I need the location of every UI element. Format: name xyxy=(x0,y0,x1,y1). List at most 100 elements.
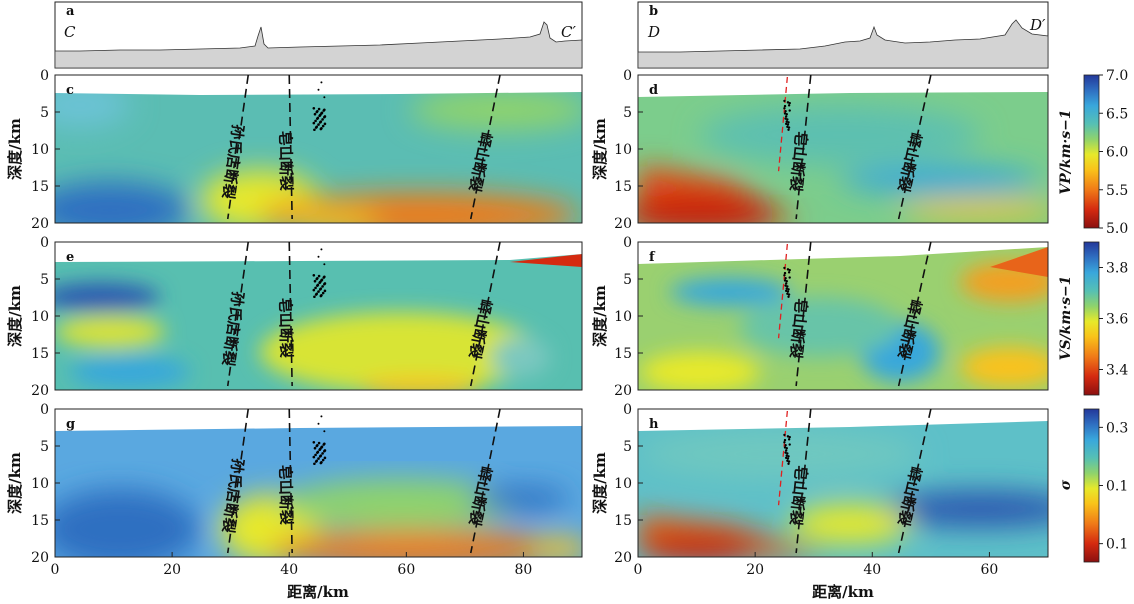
y-tick-label: 5 xyxy=(40,272,49,288)
earthquake-point xyxy=(320,126,323,130)
earthquake-point xyxy=(320,460,323,464)
earthquake-point xyxy=(315,292,319,296)
earthquake-point xyxy=(316,116,320,120)
profile-end-c: C′ xyxy=(561,23,576,41)
fault-line xyxy=(288,408,293,554)
earthquake-point xyxy=(323,442,326,446)
earthquake-point xyxy=(787,295,790,298)
panel-label-d: d xyxy=(649,83,658,98)
earthquake-point xyxy=(786,292,789,295)
earthquake-point xyxy=(320,81,323,84)
earthquake-point xyxy=(783,99,786,103)
y-tick-label: 5 xyxy=(623,439,632,455)
earthquake-point xyxy=(320,248,323,251)
x-tick-label: 60 xyxy=(397,562,415,578)
earthquake-point xyxy=(323,449,327,452)
x-tick-label: 0 xyxy=(51,562,60,578)
earthquake-point xyxy=(317,255,320,258)
earthquake-point xyxy=(323,115,327,118)
earthquake-point xyxy=(320,445,324,449)
panel-e: 孙氏店断裂 皂山断裂 峄山断裂 e xyxy=(54,241,583,391)
panel-g: 孙氏店断裂 皂山断裂 峄山断裂 g xyxy=(54,408,583,558)
earthquake-point xyxy=(312,107,316,110)
fault-line xyxy=(897,408,932,554)
earthquake-point xyxy=(783,441,786,444)
y-axis-title-d: 深度/km xyxy=(591,118,609,180)
y-tick-label: 15 xyxy=(614,179,632,195)
earthquake-point xyxy=(784,115,788,118)
x-tick-label: 40 xyxy=(280,562,298,578)
y-axis-title-h: 深度/km xyxy=(591,452,609,514)
y-tick-label: 10 xyxy=(31,142,49,158)
earthquake-point xyxy=(314,119,317,123)
earthquake-point xyxy=(317,274,321,278)
earthquake-point xyxy=(317,457,320,460)
colorbar-vp-label: VP/km·s−1 xyxy=(1058,109,1074,194)
inferred-fault-line xyxy=(777,76,789,172)
fault-line xyxy=(226,74,250,220)
earthquake-point xyxy=(317,441,321,445)
earthquake-point xyxy=(323,430,326,433)
colorbar-vp: VP/km·s−1 xyxy=(1058,74,1100,229)
earthquake-point xyxy=(786,459,789,462)
earthquake-point xyxy=(788,276,791,279)
earthquake-point xyxy=(787,128,790,131)
y-tick-label: 0 xyxy=(40,402,49,418)
x-tick-label: 20 xyxy=(163,562,181,578)
earthquake-point xyxy=(784,449,788,452)
earthquake-point xyxy=(786,268,790,271)
earthquake-point xyxy=(784,122,788,126)
profile-start-c: C xyxy=(64,23,76,41)
earthquake-point xyxy=(323,108,326,112)
panel-label-h: h xyxy=(649,417,659,432)
y-tick-label: 0 xyxy=(40,68,49,84)
seismicity-c xyxy=(312,81,327,132)
earthquake-point xyxy=(318,113,322,117)
panel-f: 皂山断裂 峄山断裂 f xyxy=(637,241,1049,391)
earthquake-point xyxy=(784,456,788,460)
fault-line xyxy=(469,408,501,554)
y-tick-label: 20 xyxy=(31,216,49,232)
colorbar-vs: VS/km·s−1 xyxy=(1058,241,1100,396)
earthquake-point xyxy=(321,452,324,455)
x-tick-label: 20 xyxy=(746,562,764,578)
earthquake-point xyxy=(317,123,320,126)
profile-start-d: D xyxy=(647,23,660,41)
earthquake-point xyxy=(783,446,787,449)
colorbar-tick-label: 5.5 xyxy=(1106,183,1128,199)
earthquake-point xyxy=(319,454,323,457)
earthquake-point xyxy=(319,287,323,290)
x-axis-title-right: 距离/km xyxy=(812,583,874,601)
y-tick-label: 20 xyxy=(31,550,49,566)
y-tick-label: 10 xyxy=(614,476,632,492)
x-tick-label: 40 xyxy=(863,562,881,578)
earthquake-point xyxy=(785,454,788,457)
colorbar-vs-label: VS/km·s−1 xyxy=(1058,276,1074,361)
earthquake-point xyxy=(312,441,316,444)
colorbar-sigma: σ xyxy=(1058,408,1100,563)
fault-line xyxy=(795,74,812,220)
fault-line xyxy=(795,408,812,554)
earthquake-point xyxy=(787,462,790,465)
earthquake-point xyxy=(320,293,323,297)
y-tick-label: 20 xyxy=(614,383,632,399)
earthquake-point xyxy=(323,289,327,293)
earthquake-point xyxy=(323,456,327,460)
panel-label-c: c xyxy=(66,83,74,98)
fault-label: 皂山断裂 xyxy=(786,465,810,527)
inferred-fault-line xyxy=(777,243,789,339)
fault-line xyxy=(469,241,501,387)
seismicity-f xyxy=(777,243,791,339)
seismicity-d xyxy=(777,76,791,172)
earthquake-point xyxy=(787,104,791,107)
colorbar-tick-label: 3.6 xyxy=(1106,312,1128,328)
panel-h: 皂山断裂 峄山断裂 h xyxy=(637,408,1049,558)
panel-label-a: a xyxy=(66,4,75,19)
y-axis-title-f: 深度/km xyxy=(591,285,609,347)
colorbar-vp-scale xyxy=(1083,74,1100,229)
colorbar-vs-scale xyxy=(1083,241,1100,396)
earthquake-point xyxy=(783,266,786,270)
y-axis-title-c: 深度/km xyxy=(6,118,24,180)
earthquake-point xyxy=(783,279,787,282)
